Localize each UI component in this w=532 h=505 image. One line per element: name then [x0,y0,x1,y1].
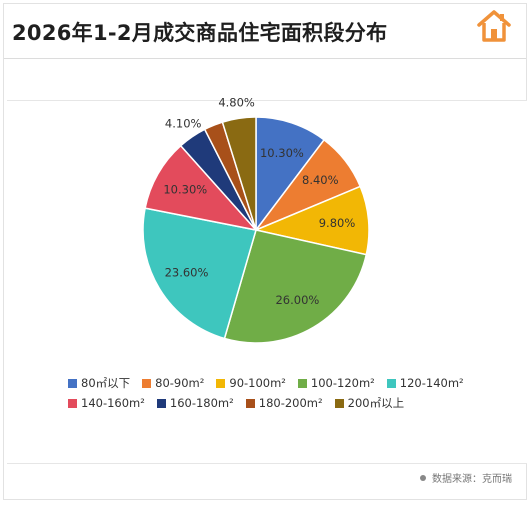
legend-label: 180-200m² [258,396,323,410]
legend-swatch [386,378,396,388]
pie-slice [221,116,257,231]
legend-swatch [297,378,307,388]
footer: 数据来源：克而瑞 [420,470,512,485]
legend-item: 100-120m² [297,376,375,390]
legend-label: 90-100m² [229,376,286,390]
data-label: 10.30% [260,146,304,160]
bullet-icon [420,474,426,481]
data-source: 数据来源：克而瑞 [432,474,512,485]
data-label: 9.80% [319,216,356,230]
legend-row: 80㎡以下 80-90m² 90-100m² 100-120m² 120-140m² [68,373,508,393]
legend-label: 140-160m² [81,396,145,410]
legend-swatch [68,378,77,388]
data-label: 26.00% [275,293,319,307]
legend-swatch [142,378,152,388]
legend-label: 200㎡以上 [347,396,405,410]
chart-card: 2026年1-2月成交商品住宅面积段分布 10.30% 8.40% 9.80% 26.… [3,3,527,500]
legend-swatch [156,398,166,408]
pie-slice [255,116,326,233]
legend-item: 180-200m² [245,396,323,410]
legend-item: 80㎡以下 [68,375,130,391]
legend-item: 200㎡以上 [334,395,405,411]
legend-item: 80-90m² [142,376,204,390]
legend-item: 90-100m² [216,376,286,390]
house-icon [477,10,511,42]
data-label: 8.40% [302,173,339,187]
legend-swatch [68,398,77,408]
data-label: 4.80% [218,96,255,110]
legend-label: 80㎡以下 [81,376,131,390]
legend-swatch [245,398,255,408]
legend-row: 140-160m² 160-180m² 180-200m² 200㎡以上 [68,393,508,413]
header: 2026年1-2月成交商品住宅面积段分布 [4,4,526,59]
legend-item: 160-180m² [156,396,234,410]
pie-slice [223,229,368,344]
page-title: 2026年1-2月成交商品住宅面积段分布 [12,21,388,45]
legend: 80㎡以下 80-90m² 90-100m² 100-120m² 120-140m² 14… [68,373,508,413]
data-label: 4.10% [165,117,202,131]
data-label: 23.60% [165,265,209,279]
legend-swatch [334,398,344,408]
pie-chart: 10.30% 8.40% 9.80% 26.00% 23.60% 10.30% 4.10% 4… [142,96,370,344]
pie-slice [144,144,259,232]
legend-item: 120-140m² [386,376,464,390]
legend-swatch [216,378,226,388]
data-label: 10.30% [163,183,207,197]
legend-label: 100-120m² [310,376,375,390]
legend-item: 140-160m² [68,396,145,410]
legend-label: 160-180m² [169,396,234,410]
legend-label: 120-140m² [399,376,464,390]
legend-label: 80-90m² [155,376,205,390]
pie-slice [142,207,257,340]
